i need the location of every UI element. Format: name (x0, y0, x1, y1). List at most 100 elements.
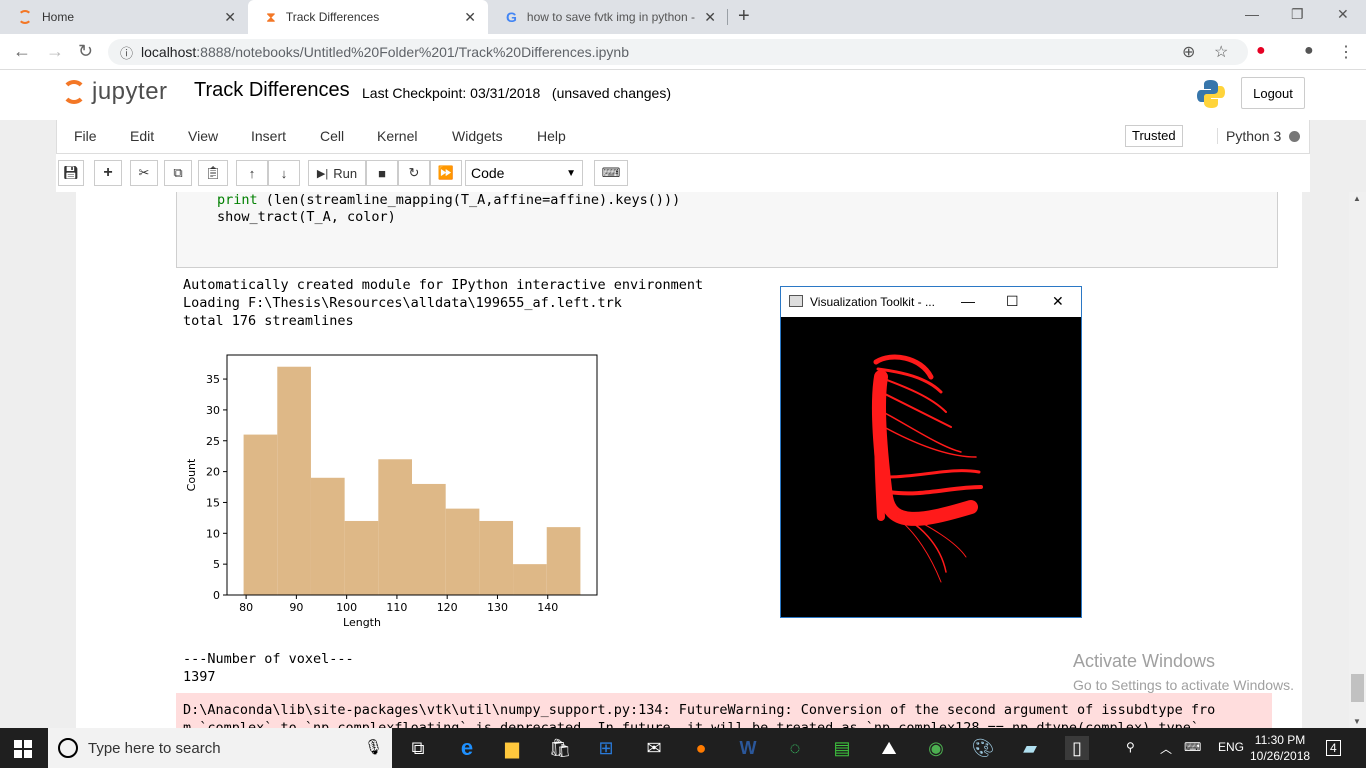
close-window-icon[interactable]: ✕ (1337, 6, 1349, 22)
save-icon[interactable]: 💾︎ (58, 160, 84, 186)
menu-help[interactable]: Help (537, 128, 566, 144)
insert-cell-icon[interactable]: + (94, 160, 122, 186)
page-scrollbar[interactable]: ▲ ▼ (1349, 192, 1366, 728)
close-icon[interactable]: ✕ (704, 8, 716, 25)
jupyter-icon (18, 10, 32, 24)
vtk-render-canvas[interactable] (781, 317, 1081, 617)
kernel-status-icon (1289, 131, 1301, 142)
maximize-icon[interactable]: ☐ (1006, 293, 1019, 309)
logout-button[interactable]: Logout (1241, 77, 1305, 109)
tab-google-search[interactable]: G how to save fvtk img in python - ✕ (488, 0, 728, 34)
menu-cell[interactable]: Cell (320, 128, 345, 144)
security-shield-icon[interactable]: ⊞ (598, 737, 614, 758)
people-icon[interactable]: ⚲ (1126, 740, 1135, 754)
keyboard-icon[interactable]: ⌨ (594, 160, 628, 186)
close-icon[interactable]: ✕ (224, 8, 236, 25)
chart-app-icon[interactable]: ▤ (833, 737, 851, 758)
minimize-icon[interactable]: — (961, 293, 975, 309)
task-view-icon[interactable]: ⧉ (411, 737, 425, 758)
restart-run-all-icon[interactable]: ⏩ (430, 160, 462, 186)
taskbar-clock[interactable]: 11:30 PM 10/26/2018 (1250, 733, 1311, 763)
vtk-titlebar[interactable]: Visualization Toolkit - ... — ☐ ✕ (781, 287, 1081, 317)
taskbar-search-box[interactable]: Type here to search 🎙︎ (48, 728, 392, 768)
menu-view[interactable]: View (188, 128, 219, 144)
pinterest-icon[interactable]: ● (1256, 42, 1266, 59)
histogram-bar (243, 434, 278, 595)
reload-icon[interactable]: ↻ (78, 41, 94, 61)
browser-tab-strip: Home ✕ ⧗ Track Differences ✕ G how to sa… (0, 0, 1366, 34)
notifications-icon[interactable]: 4 (1326, 740, 1341, 756)
menu-kebab-icon[interactable]: ⋮ (1338, 44, 1354, 61)
x-tick-label: 110 (386, 601, 407, 614)
tray-chevron-up-icon[interactable]: ︿ (1160, 742, 1173, 756)
notes-app-icon[interactable]: ▰ (1023, 737, 1037, 758)
back-icon[interactable]: ← (13, 41, 31, 61)
jupyter-logo[interactable]: jupyter (62, 78, 168, 106)
scroll-down-icon[interactable]: ▼ (1353, 717, 1361, 726)
notebook-title[interactable]: Track Differences (194, 79, 350, 101)
y-tick-label: 5 (213, 558, 220, 571)
close-icon[interactable]: ✕ (1052, 293, 1064, 309)
interrupt-icon[interactable]: ■ (366, 160, 398, 186)
tab-home[interactable]: Home ✕ (0, 0, 248, 34)
bookmark-star-icon[interactable]: ☆ (1214, 44, 1229, 61)
minimize-icon[interactable]: — (1245, 6, 1259, 22)
restart-icon[interactable]: ↻ (398, 160, 430, 186)
tab-separator (727, 9, 728, 25)
store-icon[interactable]: 🛍︎ (548, 737, 572, 758)
document-icon[interactable]: ▯ (1065, 736, 1089, 760)
trusted-badge[interactable]: Trusted (1125, 125, 1183, 147)
photos-icon[interactable]: ⛰ (881, 737, 897, 758)
vtk-window[interactable]: Visualization Toolkit - ... — ☐ ✕ (780, 286, 1082, 618)
notebook-container: print (len(streamline_mapping(T_A,affine… (76, 192, 1302, 728)
move-down-icon[interactable]: ↓ (268, 160, 300, 186)
code-editor[interactable]: print (len(streamline_mapping(T_A,affine… (217, 192, 681, 225)
restore-icon[interactable]: ❐ (1291, 6, 1304, 22)
new-tab-icon[interactable]: + (738, 5, 750, 27)
paste-icon[interactable]: 📋︎ (198, 160, 228, 186)
code-cell[interactable]: print (len(streamline_mapping(T_A,affine… (176, 192, 1278, 268)
cell-type-select[interactable]: Code ▼ (465, 160, 583, 186)
run-button[interactable]: ▶| Run (308, 160, 366, 186)
y-tick-label: 25 (206, 435, 220, 448)
move-up-icon[interactable]: ↑ (236, 160, 268, 186)
x-tick-label: 130 (487, 601, 508, 614)
menu-kernel[interactable]: Kernel (377, 128, 418, 144)
microphone-icon[interactable]: 🎙︎ (364, 739, 384, 756)
windows-start-icon[interactable] (14, 740, 32, 758)
scroll-up-icon[interactable]: ▲ (1353, 194, 1361, 203)
profile-icon[interactable]: ● (1304, 42, 1314, 59)
zoom-icon[interactable]: ⊕ (1182, 44, 1196, 61)
python-logo-icon (1197, 80, 1225, 108)
firefox-icon[interactable]: ● (695, 737, 707, 758)
scroll-thumb[interactable] (1351, 674, 1364, 702)
word-icon[interactable]: W (739, 737, 757, 758)
tab-track-differences[interactable]: ⧗ Track Differences ✕ (248, 0, 488, 34)
histogram-bar (479, 520, 514, 595)
cortana-icon (58, 738, 78, 758)
menu-edit[interactable]: Edit (130, 128, 155, 144)
paint-icon[interactable]: 🎨︎ (971, 737, 995, 758)
url-field[interactable]: ⓘ localhost:8888/notebooks/Untitled%20Fo… (108, 39, 1248, 65)
kernel-indicator: Python 3 (1217, 128, 1301, 144)
tab-title: how to save fvtk img in python - (526, 10, 695, 24)
url-path: :8888/notebooks/Untitled%20Folder%201/Tr… (196, 44, 629, 60)
menu-widgets[interactable]: Widgets (452, 128, 503, 144)
menu-file[interactable]: File (74, 128, 97, 144)
chrome-icon[interactable]: ◉ (928, 737, 944, 758)
chevron-down-icon: ▼ (566, 167, 576, 179)
histogram-bar (513, 564, 547, 595)
close-icon[interactable]: ✕ (464, 8, 476, 25)
y-tick-label: 15 (206, 496, 220, 509)
language-indicator[interactable]: ENG (1218, 740, 1245, 754)
edge-icon[interactable]: e (460, 735, 474, 760)
activate-windows-hint: Go to Settings to activate Windows. (1073, 677, 1294, 693)
menu-insert[interactable]: Insert (251, 128, 287, 144)
file-explorer-icon[interactable]: ▆ (505, 737, 519, 758)
copy-icon[interactable]: ⧉ (164, 160, 192, 186)
cut-icon[interactable]: ✂ (130, 160, 158, 186)
forward-icon[interactable]: → (46, 41, 64, 61)
mail-icon[interactable]: ✉ (646, 737, 662, 758)
cycle-app-icon[interactable]: ◌ (789, 737, 801, 758)
keyboard-tray-icon[interactable]: ⌨ (1184, 740, 1202, 754)
